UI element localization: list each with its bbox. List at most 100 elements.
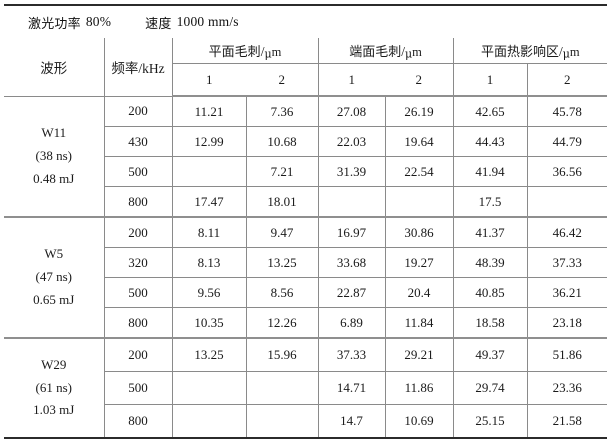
cell-value: 37.33 xyxy=(527,247,608,278)
cell-value xyxy=(385,186,454,218)
cell-value: 27.08 xyxy=(318,96,386,127)
group-label-line: 0.65 mJ xyxy=(33,291,75,307)
cell-value: 44.79 xyxy=(527,126,608,157)
cell-value: 36.56 xyxy=(527,156,608,187)
group-label-w11: W11 (38 ns) 0.48 mJ xyxy=(4,96,105,218)
group-label-line: W5 xyxy=(44,246,64,262)
top-rule xyxy=(4,4,607,6)
cell-value: 46.42 xyxy=(527,217,608,248)
cell-value: 9.56 xyxy=(172,277,247,308)
cell-value: 8.11 xyxy=(172,217,247,248)
results-table: 波形 频率/kHz 平面毛刺/μm 端面毛刺/μm 平面热影响区/μm 1 2 … xyxy=(4,38,608,439)
cell-value: 51.86 xyxy=(527,338,608,372)
header-sub-row: 1 2 1 2 1 2 xyxy=(4,63,608,97)
group-unit-m: m xyxy=(569,44,580,59)
cell-value: 11.84 xyxy=(385,307,454,339)
cell-value: 10.35 xyxy=(172,307,247,339)
cell-value: 7.36 xyxy=(246,96,319,127)
cell-value: 31.39 xyxy=(318,156,386,187)
table-row: W5 (47 ns) 0.65 mJ 200 8.11 9.47 16.97 3… xyxy=(4,217,608,339)
cell-value: 41.37 xyxy=(453,217,528,248)
group-unit-m: m xyxy=(271,44,282,59)
cell-value: 8.13 xyxy=(172,247,247,278)
cell-value xyxy=(246,404,319,439)
cell-value: 30.86 xyxy=(385,217,454,248)
cell-value: 44.43 xyxy=(453,126,528,157)
cell-value: 29.74 xyxy=(453,371,528,405)
cell-value: 19.27 xyxy=(385,247,454,278)
cell-value: 41.94 xyxy=(453,156,528,187)
table-row: 800 14.7 10.69 25.15 21.58 xyxy=(4,404,608,439)
group-label-line: 1.03 mJ xyxy=(33,402,75,418)
table-row: 500 7.21 31.39 22.54 41.94 36.56 xyxy=(4,156,608,187)
cell-value: 45.78 xyxy=(527,96,608,127)
group-label-text: 端面毛刺 xyxy=(349,44,402,60)
group-label-line: W29 xyxy=(41,356,67,372)
group-label-line: 0.48 mJ xyxy=(33,170,75,186)
table-row: 500 9.56 8.56 22.87 20.4 40.85 36.21 xyxy=(4,277,608,308)
cell-value: 13.25 xyxy=(172,338,247,372)
table-head: 波形 频率/kHz 平面毛刺/μm 端面毛刺/μm 平面热影响区/μm 1 2 … xyxy=(4,38,608,97)
table-row: 800 10.35 12.26 6.89 11.84 18.58 23.18 xyxy=(4,307,608,339)
cell-frequency: 320 xyxy=(104,247,173,278)
group-unit-mu: μ xyxy=(404,47,413,61)
cell-value: 48.39 xyxy=(453,247,528,278)
cell-value: 17.47 xyxy=(172,186,247,218)
cell-value xyxy=(318,186,386,218)
cell-value: 49.37 xyxy=(453,338,528,372)
group-label-line: (47 ns) xyxy=(35,269,72,285)
group-label-line: W11 xyxy=(41,125,67,141)
group-unit-slash: / xyxy=(401,43,405,59)
power-value: 80% xyxy=(85,14,112,29)
subheader-end-burr-1: 1 xyxy=(318,63,386,97)
cell-value: 20.4 xyxy=(385,277,454,308)
table-row: W29 (61 ns) 1.03 mJ 200 13.25 15.96 37.3… xyxy=(4,338,608,439)
header-waveform: 波形 xyxy=(4,38,105,97)
cell-value: 22.03 xyxy=(318,126,386,157)
group-label-line: (61 ns) xyxy=(35,379,72,395)
group-label-line: (38 ns) xyxy=(35,147,72,163)
cell-frequency: 800 xyxy=(104,307,173,339)
cell-value: 29.21 xyxy=(385,338,454,372)
group-unit-m: m xyxy=(412,44,422,59)
power-label: 激光功率 xyxy=(28,16,81,32)
group-unit-slash: / xyxy=(558,43,563,59)
group-unit-mu: μ xyxy=(264,47,272,61)
table-row: 320 8.13 13.25 33.68 19.27 48.39 37.33 xyxy=(4,247,608,278)
subheader-plane-burr-2: 2 xyxy=(246,63,319,97)
cell-value: 11.86 xyxy=(385,371,454,405)
group-label-text: 平面热影响区 xyxy=(480,44,559,60)
cell-value: 6.89 xyxy=(318,307,386,339)
cell-frequency: 500 xyxy=(104,371,173,405)
speed-value: 1000 mm/s xyxy=(176,14,239,29)
cell-value: 21.58 xyxy=(527,404,608,439)
experiment-conditions: 激光功率 80% 速度 1000 mm/s xyxy=(0,9,611,35)
cell-value: 19.64 xyxy=(385,126,454,157)
cell-value xyxy=(527,186,608,218)
cell-value: 23.36 xyxy=(527,371,608,405)
table-row: 500 14.71 11.86 29.74 23.36 xyxy=(4,371,608,405)
header-group-plane-burr: 平面毛刺/μm xyxy=(172,38,319,64)
cell-value: 14.7 xyxy=(318,404,386,439)
cell-frequency: 200 xyxy=(104,96,173,127)
cell-frequency: 800 xyxy=(104,186,173,218)
cell-value: 16.97 xyxy=(318,217,386,248)
cell-value: 11.21 xyxy=(172,96,247,127)
cell-value: 17.5 xyxy=(453,186,528,218)
cell-value: 18.58 xyxy=(453,307,528,339)
cell-frequency: 500 xyxy=(104,156,173,187)
cell-value: 9.47 xyxy=(246,217,319,248)
cell-value: 10.68 xyxy=(246,126,319,157)
header-group-row: 波形 频率/kHz 平面毛刺/μm 端面毛刺/μm 平面热影响区/μm xyxy=(4,38,608,97)
cell-value: 12.26 xyxy=(246,307,319,339)
subheader-plane-burr-1: 1 xyxy=(172,63,246,97)
subheader-end-burr-2: 2 xyxy=(385,63,454,97)
cell-frequency: 800 xyxy=(104,404,173,439)
group-label-text: 平面毛刺 xyxy=(208,44,261,60)
cell-value: 22.54 xyxy=(385,156,454,187)
cell-value xyxy=(172,404,247,439)
cell-value xyxy=(172,371,247,405)
cell-value: 10.69 xyxy=(385,404,454,439)
cell-value: 42.65 xyxy=(453,96,528,127)
